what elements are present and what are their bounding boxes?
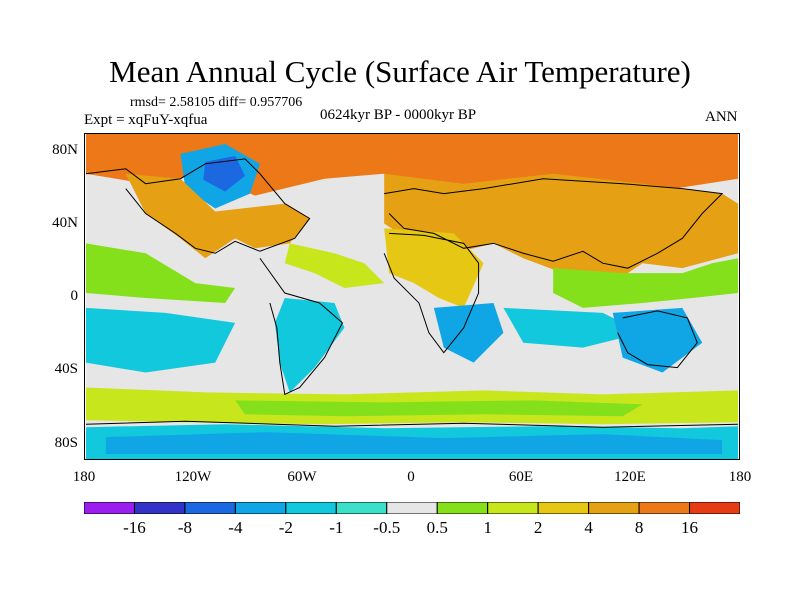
colorbar-label: -8 bbox=[177, 518, 193, 537]
colorbar-swatch bbox=[133, 502, 186, 514]
lon-label: 0 bbox=[407, 469, 415, 485]
colorbar-label: -16 bbox=[123, 518, 146, 537]
africa-warm-region bbox=[384, 228, 484, 308]
southern-ocean-green-region bbox=[235, 400, 643, 417]
africa-cool-region bbox=[433, 302, 504, 363]
colorbar-label: -4 bbox=[228, 518, 243, 537]
colorbar-swatch bbox=[638, 502, 691, 514]
coastline bbox=[259, 257, 344, 396]
colorbar bbox=[84, 502, 740, 514]
colorbar-label: -0.5 bbox=[373, 518, 401, 537]
lat-label: 0 bbox=[70, 288, 79, 304]
lon-label: 120W bbox=[174, 469, 212, 485]
lon-label: 60E bbox=[508, 469, 534, 485]
lon-label: 180 bbox=[72, 469, 96, 485]
experiment-label: Expt = xqFuY-xqfua bbox=[84, 112, 208, 128]
period-label: 0624kyr BP - 0000kyr BP bbox=[320, 107, 477, 123]
coastline bbox=[383, 232, 480, 354]
colorbar-label: -2 bbox=[278, 518, 293, 537]
colorbar-label: 16 bbox=[681, 518, 699, 537]
south-america-cool-region bbox=[274, 297, 345, 393]
coastline bbox=[85, 420, 739, 428]
colorbar-label: 8 bbox=[634, 518, 644, 537]
colorbar-swatch bbox=[487, 502, 539, 514]
colorbar-swatch bbox=[285, 502, 337, 514]
lat-label: 80N bbox=[52, 142, 78, 158]
lon-label: 120E bbox=[614, 469, 646, 485]
colorbar-swatch bbox=[184, 502, 236, 514]
atlantic-green-region bbox=[284, 243, 385, 289]
colorbar-swatch bbox=[234, 502, 287, 514]
colorbar-swatch bbox=[689, 502, 740, 514]
coastline bbox=[617, 310, 698, 369]
colorbar-label: -1 bbox=[329, 518, 344, 537]
temperature-anomaly-map bbox=[84, 133, 740, 460]
pacific-green-region bbox=[86, 243, 236, 303]
colorbar-swatch bbox=[436, 502, 489, 514]
indian-ocean-cool-region bbox=[503, 307, 643, 348]
figure-title: Mean Annual Cycle (Surface Air Temperatu… bbox=[109, 54, 691, 89]
south-pacific-cool-region bbox=[86, 307, 236, 373]
colorbar-swatch bbox=[335, 502, 388, 514]
lat-label: 80S bbox=[54, 435, 78, 451]
colorbar-label: 4 bbox=[584, 518, 593, 537]
colorbar-label: 1 bbox=[483, 518, 492, 537]
lon-label: 180 bbox=[728, 469, 752, 485]
lat-label: 40S bbox=[54, 361, 78, 377]
lat-label: 40N bbox=[52, 215, 78, 231]
asia-green-region bbox=[553, 258, 738, 308]
colorbar-label: 2 bbox=[533, 518, 543, 537]
coastline bbox=[384, 178, 724, 269]
north-america-warm-region bbox=[125, 173, 310, 259]
eurasia-warm-region bbox=[384, 173, 738, 284]
coastlines bbox=[85, 158, 739, 428]
australia-cool-region bbox=[612, 307, 703, 373]
colorbar-swatch bbox=[588, 502, 640, 514]
canada-deep-cool-region bbox=[203, 155, 246, 192]
colorbar-swatch bbox=[386, 502, 438, 514]
rmsd-diff-stats: rmsd= 2.58105 diff= 0.957706 bbox=[130, 95, 303, 110]
colorbar-swatch bbox=[537, 502, 590, 514]
coastline bbox=[85, 158, 311, 254]
colorbar-label: 0.5 bbox=[426, 518, 448, 537]
colorbar-swatch bbox=[84, 502, 135, 514]
lon-label: 60W bbox=[287, 469, 317, 485]
season-label: ANN bbox=[705, 109, 738, 125]
antarctica-cool-core bbox=[105, 432, 723, 455]
